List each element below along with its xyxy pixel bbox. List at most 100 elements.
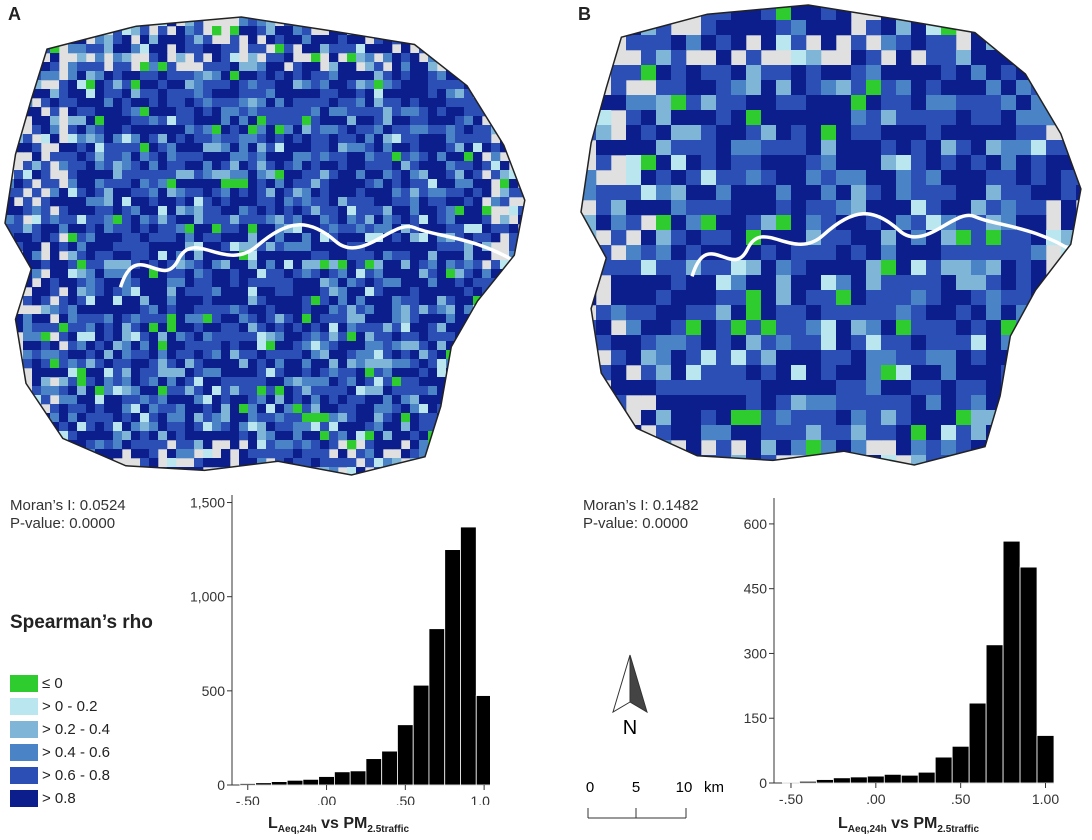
map-cell (596, 200, 612, 216)
map-cell (956, 410, 972, 426)
map-cell (791, 425, 807, 441)
map-cell (1016, 350, 1032, 366)
map-cell (527, 422, 535, 431)
map-cell (104, 422, 114, 432)
map-cell (149, 314, 159, 324)
map-cell (248, 431, 258, 441)
histogram-bar (883, 773, 902, 784)
map-cell (167, 269, 177, 279)
map-cell (761, 350, 777, 366)
map-cell (176, 134, 186, 144)
map-cell (347, 350, 357, 360)
map-cell (626, 215, 642, 231)
map-cell (455, 107, 465, 117)
map-cell (356, 287, 366, 297)
map-cell (596, 20, 612, 36)
map-cell (68, 404, 78, 414)
map-cell (419, 134, 429, 144)
x-tick-label: 1.00 (1032, 791, 1059, 805)
map-cell (941, 335, 957, 351)
map-cell (437, 386, 447, 396)
map-cell (266, 404, 276, 414)
map-cell (374, 449, 384, 459)
map-cell (32, 449, 42, 459)
histogram-bar (816, 779, 834, 784)
map-cell (329, 431, 339, 441)
map-cell (140, 332, 150, 342)
map-cell (140, 152, 150, 162)
map-cell (365, 215, 375, 225)
map-cell (1046, 170, 1062, 186)
map-cell (428, 413, 438, 423)
map-cell (140, 62, 150, 72)
map-cell (221, 350, 231, 360)
map-cell (656, 305, 672, 321)
map-cell (158, 98, 168, 108)
map-cell (656, 155, 672, 171)
map-cell (401, 233, 411, 243)
map-cell (176, 296, 186, 306)
map-cell (437, 431, 447, 441)
map-cell (95, 404, 105, 414)
map-cell (446, 242, 456, 252)
map-cell (239, 359, 249, 369)
map-cell (131, 467, 141, 475)
map-cell (122, 296, 132, 306)
map-cell (356, 224, 366, 234)
map-cell (248, 395, 258, 405)
map-cell (626, 185, 642, 201)
map-cell (122, 422, 132, 432)
map-cell (851, 380, 867, 396)
map-cell (194, 422, 204, 432)
map-cell (248, 287, 258, 297)
map-cell (221, 332, 231, 342)
map-cell (158, 62, 168, 72)
map-cell (866, 365, 882, 381)
map-cell (1016, 335, 1032, 351)
map-cell (302, 161, 312, 171)
map-cell (167, 215, 177, 225)
map-cell (731, 65, 747, 81)
map-cell (140, 26, 150, 36)
map-cell (986, 275, 1002, 291)
map-cell (410, 467, 420, 475)
map-cell (41, 431, 51, 441)
map-cell (95, 53, 105, 63)
map-cell (311, 17, 321, 27)
map-cell (410, 197, 420, 207)
map-cell (302, 449, 312, 459)
map-cell (746, 125, 762, 141)
map-cell (821, 260, 837, 276)
map-cell (1001, 140, 1017, 156)
x-tick-label: -.50 (236, 793, 260, 805)
map-cell (500, 431, 510, 441)
map-cell (1001, 110, 1017, 126)
map-cell (956, 365, 972, 381)
map-cell (140, 125, 150, 135)
map-cell (806, 395, 822, 411)
map-cell (347, 278, 357, 288)
map-cell (509, 98, 519, 108)
map-cell (257, 80, 267, 90)
map-cell (365, 368, 375, 378)
map-cell (194, 287, 204, 297)
map-cell (392, 242, 402, 252)
map-cell (302, 215, 312, 225)
scale-bar: 0 5 10 km (586, 779, 724, 819)
map-cell (911, 110, 927, 126)
map-cell (95, 386, 105, 396)
map-cell (194, 359, 204, 369)
map-cell (329, 161, 339, 171)
map-cell (68, 233, 78, 243)
map-cell (896, 425, 912, 441)
map-cell (275, 287, 285, 297)
map-cell (239, 413, 249, 423)
river-thames (690, 211, 1077, 277)
map-cell (473, 395, 483, 405)
map-cell (131, 71, 141, 81)
map-cell (284, 323, 294, 333)
map-cell (641, 140, 657, 156)
scale-tick-5: 5 (632, 779, 640, 796)
map-cell (716, 20, 732, 36)
map-cell (626, 350, 642, 366)
